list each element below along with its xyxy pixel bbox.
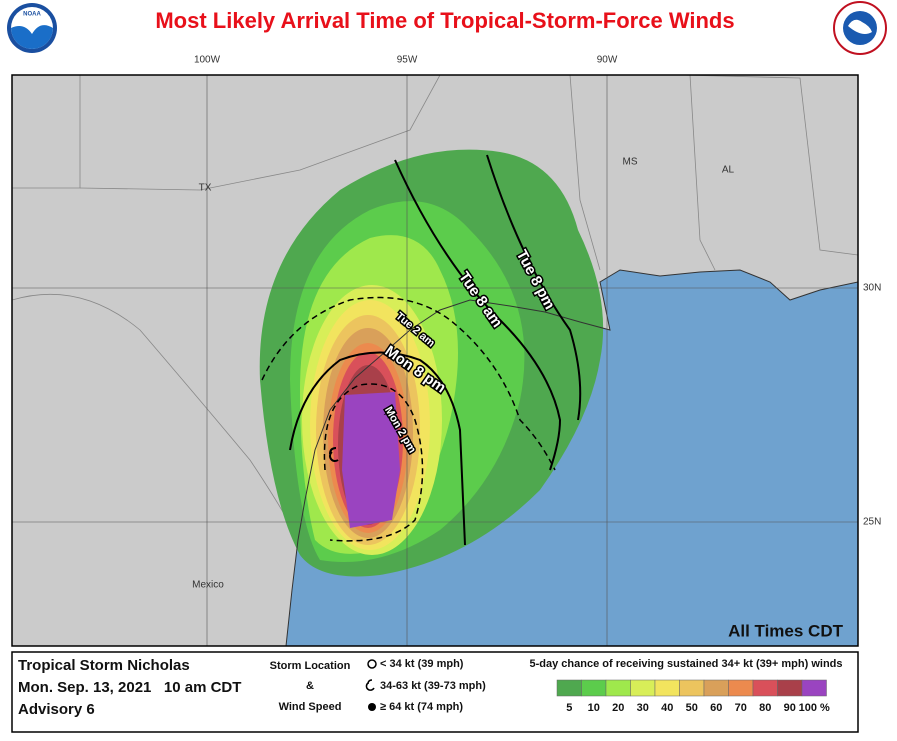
prob-area <box>342 392 400 528</box>
scale-swatch <box>679 679 705 697</box>
logo-text: NOAA <box>23 12 41 18</box>
region-label: MS <box>623 157 638 168</box>
scale-label: 60 <box>710 702 722 714</box>
map: TX MS AL Mexico Tue 8 pm Tue 8 am Tue 2 … <box>12 75 858 646</box>
issued: Mon. Sep. 13, 2021 10 am CDT <box>18 679 241 696</box>
scale-label: 40 <box>661 702 673 714</box>
scale-swatch <box>581 679 607 697</box>
symbol-heading: Wind Speed <box>279 701 342 713</box>
scale-label: 70 <box>735 702 747 714</box>
scale-swatch <box>728 679 754 697</box>
lon-label: 90W <box>597 55 618 66</box>
scale-swatch <box>630 679 656 697</box>
symbol-label: ≥ 64 kt (74 mph) <box>380 701 463 713</box>
scale-swatch <box>556 679 582 697</box>
scale-label: 100 % <box>799 702 830 714</box>
scale-label: 80 <box>759 702 771 714</box>
title: Most Likely Arrival Time of Tropical-Sto… <box>155 8 734 33</box>
advisory: Advisory 6 <box>18 701 95 718</box>
nws-logo <box>833 1 887 55</box>
scale-label: 50 <box>686 702 698 714</box>
scale-label: 90 <box>784 702 796 714</box>
symbol-heading: & <box>306 680 314 692</box>
scale-swatch <box>801 679 827 697</box>
scale-label: 30 <box>637 702 649 714</box>
symbol-heading: Storm Location <box>270 660 351 672</box>
region-label: TX <box>199 183 212 194</box>
lat-label: 30N <box>863 283 881 294</box>
lon-label: 100W <box>194 55 221 66</box>
scale-label: 20 <box>612 702 624 714</box>
scale-label: 10 <box>588 702 600 714</box>
region-label: Mexico <box>192 580 224 591</box>
scale-swatch <box>605 679 631 697</box>
lat-label: 25N <box>863 517 881 528</box>
scale-title: 5-day chance of receiving sustained 34+ … <box>530 658 843 670</box>
scale-swatch <box>752 679 778 697</box>
noaa-logo: NOAA <box>7 3 57 53</box>
scale-label: 5 <box>566 702 572 714</box>
symbol-label: 34-63 kt (39-73 mph) <box>380 680 486 692</box>
scale-swatch <box>703 679 729 697</box>
lon-label: 95W <box>397 55 418 66</box>
symbol-label: < 34 kt (39 mph) <box>380 658 464 670</box>
scale-swatch <box>777 679 803 697</box>
storm-symbol <box>329 447 339 462</box>
region-label: AL <box>722 165 735 176</box>
storm-name: Tropical Storm Nicholas <box>18 657 190 674</box>
scale-swatch <box>654 679 680 697</box>
time-note: All Times CDT <box>728 621 844 640</box>
